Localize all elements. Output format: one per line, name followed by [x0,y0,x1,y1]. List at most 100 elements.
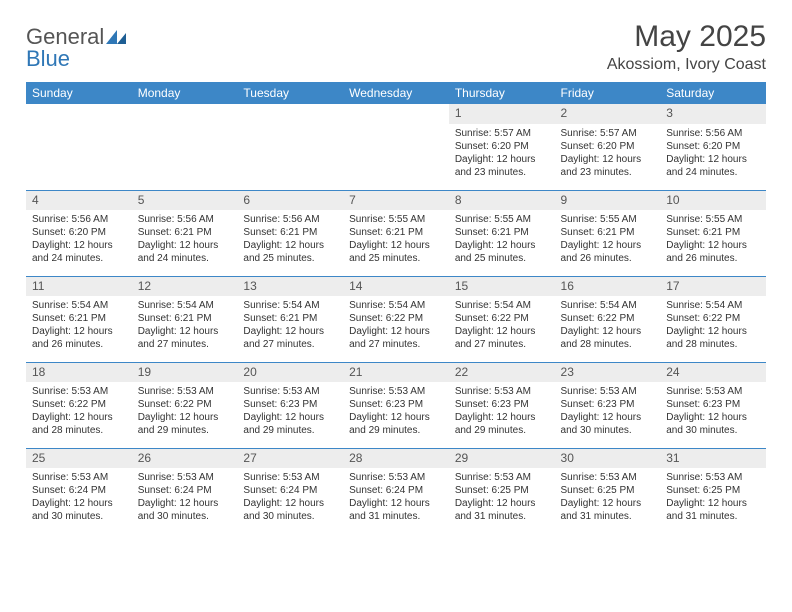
daylight-line: Daylight: 12 hours and 29 minutes. [455,411,549,437]
calendar-day-cell: 2Sunrise: 5:57 AMSunset: 6:20 PMDaylight… [555,104,661,190]
day-number: 10 [660,191,766,211]
sunset-line: Sunset: 6:21 PM [32,312,126,325]
day-number: 26 [132,449,238,469]
day-number: 9 [555,191,661,211]
day-detail: Sunrise: 5:53 AMSunset: 6:25 PMDaylight:… [660,471,766,523]
day-header: Sunday [26,82,132,104]
day-number: 28 [343,449,449,469]
day-number: 31 [660,449,766,469]
sunrise-line: Sunrise: 5:54 AM [455,299,549,312]
daylight-line: Daylight: 12 hours and 26 minutes. [32,325,126,351]
sunrise-line: Sunrise: 5:56 AM [243,213,337,226]
daylight-line: Daylight: 12 hours and 29 minutes. [138,411,232,437]
daylight-line: Daylight: 12 hours and 29 minutes. [243,411,337,437]
day-header: Tuesday [237,82,343,104]
day-detail: Sunrise: 5:54 AMSunset: 6:21 PMDaylight:… [237,299,343,351]
sunset-line: Sunset: 6:23 PM [455,398,549,411]
sunrise-line: Sunrise: 5:54 AM [349,299,443,312]
calendar-body: ....1Sunrise: 5:57 AMSunset: 6:20 PMDayl… [26,104,766,534]
day-number: 23 [555,363,661,383]
calendar-day-cell: 4Sunrise: 5:56 AMSunset: 6:20 PMDaylight… [26,190,132,276]
daylight-line: Daylight: 12 hours and 31 minutes. [666,497,760,523]
daylight-line: Daylight: 12 hours and 26 minutes. [561,239,655,265]
day-number: 25 [26,449,132,469]
calendar-day-cell: 7Sunrise: 5:55 AMSunset: 6:21 PMDaylight… [343,190,449,276]
day-header: Wednesday [343,82,449,104]
day-detail: Sunrise: 5:54 AMSunset: 6:21 PMDaylight:… [132,299,238,351]
calendar-day-cell: 8Sunrise: 5:55 AMSunset: 6:21 PMDaylight… [449,190,555,276]
sunset-line: Sunset: 6:20 PM [561,140,655,153]
day-number: 7 [343,191,449,211]
location: Akossiom, Ivory Coast [607,56,766,74]
day-detail: Sunrise: 5:56 AMSunset: 6:20 PMDaylight:… [660,127,766,179]
day-detail: Sunrise: 5:53 AMSunset: 6:25 PMDaylight:… [555,471,661,523]
day-detail: Sunrise: 5:56 AMSunset: 6:21 PMDaylight:… [132,213,238,265]
day-detail: Sunrise: 5:57 AMSunset: 6:20 PMDaylight:… [555,127,661,179]
daylight-line: Daylight: 12 hours and 31 minutes. [455,497,549,523]
day-detail: Sunrise: 5:55 AMSunset: 6:21 PMDaylight:… [555,213,661,265]
calendar-week-row: 11Sunrise: 5:54 AMSunset: 6:21 PMDayligh… [26,276,766,362]
calendar-day-cell: 21Sunrise: 5:53 AMSunset: 6:23 PMDayligh… [343,362,449,448]
sunrise-line: Sunrise: 5:53 AM [666,385,760,398]
sunrise-line: Sunrise: 5:53 AM [666,471,760,484]
sunset-line: Sunset: 6:22 PM [32,398,126,411]
calendar-day-cell: 15Sunrise: 5:54 AMSunset: 6:22 PMDayligh… [449,276,555,362]
daylight-line: Daylight: 12 hours and 28 minutes. [666,325,760,351]
day-header: Thursday [449,82,555,104]
calendar-day-cell: 6Sunrise: 5:56 AMSunset: 6:21 PMDaylight… [237,190,343,276]
calendar-day-cell: 12Sunrise: 5:54 AMSunset: 6:21 PMDayligh… [132,276,238,362]
sunrise-line: Sunrise: 5:54 AM [138,299,232,312]
calendar-day-cell: . [237,104,343,190]
page-title: May 2025 [607,20,766,54]
calendar-day-cell: 26Sunrise: 5:53 AMSunset: 6:24 PMDayligh… [132,448,238,534]
calendar-day-cell: 31Sunrise: 5:53 AMSunset: 6:25 PMDayligh… [660,448,766,534]
daylight-line: Daylight: 12 hours and 30 minutes. [666,411,760,437]
calendar-day-cell: 19Sunrise: 5:53 AMSunset: 6:22 PMDayligh… [132,362,238,448]
sunrise-line: Sunrise: 5:53 AM [243,471,337,484]
calendar-day-cell: . [132,104,238,190]
day-number: 27 [237,449,343,469]
calendar-week-row: 18Sunrise: 5:53 AMSunset: 6:22 PMDayligh… [26,362,766,448]
sunset-line: Sunset: 6:21 PM [666,226,760,239]
day-number: 13 [237,277,343,297]
brand-word-2: Blue [26,46,70,71]
daylight-line: Daylight: 12 hours and 25 minutes. [349,239,443,265]
title-block: May 2025 Akossiom, Ivory Coast [607,20,766,74]
day-header: Monday [132,82,238,104]
calendar-week-row: 25Sunrise: 5:53 AMSunset: 6:24 PMDayligh… [26,448,766,534]
daylight-line: Daylight: 12 hours and 27 minutes. [455,325,549,351]
daylight-line: Daylight: 12 hours and 23 minutes. [455,153,549,179]
sunrise-line: Sunrise: 5:56 AM [138,213,232,226]
daylight-line: Daylight: 12 hours and 31 minutes. [349,497,443,523]
sunrise-line: Sunrise: 5:56 AM [32,213,126,226]
day-detail: Sunrise: 5:55 AMSunset: 6:21 PMDaylight:… [343,213,449,265]
day-detail: Sunrise: 5:55 AMSunset: 6:21 PMDaylight:… [449,213,555,265]
day-detail: Sunrise: 5:56 AMSunset: 6:20 PMDaylight:… [26,213,132,265]
sunset-line: Sunset: 6:22 PM [349,312,443,325]
day-detail: Sunrise: 5:53 AMSunset: 6:24 PMDaylight:… [343,471,449,523]
day-detail: Sunrise: 5:53 AMSunset: 6:23 PMDaylight:… [449,385,555,437]
daylight-line: Daylight: 12 hours and 30 minutes. [32,497,126,523]
sunset-line: Sunset: 6:21 PM [138,226,232,239]
calendar-day-cell: 5Sunrise: 5:56 AMSunset: 6:21 PMDaylight… [132,190,238,276]
sunset-line: Sunset: 6:21 PM [243,312,337,325]
brand-text: General Blue [26,26,128,70]
day-number: 3 [660,104,766,124]
day-detail: Sunrise: 5:56 AMSunset: 6:21 PMDaylight:… [237,213,343,265]
sunset-line: Sunset: 6:22 PM [455,312,549,325]
day-detail: Sunrise: 5:53 AMSunset: 6:24 PMDaylight:… [26,471,132,523]
calendar-day-cell: . [343,104,449,190]
day-detail: Sunrise: 5:53 AMSunset: 6:25 PMDaylight:… [449,471,555,523]
day-number: 11 [26,277,132,297]
day-number: 16 [555,277,661,297]
day-number: 20 [237,363,343,383]
daylight-line: Daylight: 12 hours and 23 minutes. [561,153,655,179]
daylight-line: Daylight: 12 hours and 28 minutes. [561,325,655,351]
calendar-page: General Blue May 2025 Akossiom, Ivory Co… [0,0,792,544]
calendar-day-cell: 16Sunrise: 5:54 AMSunset: 6:22 PMDayligh… [555,276,661,362]
calendar-day-cell: 25Sunrise: 5:53 AMSunset: 6:24 PMDayligh… [26,448,132,534]
sunset-line: Sunset: 6:21 PM [561,226,655,239]
daylight-line: Daylight: 12 hours and 27 minutes. [138,325,232,351]
brand-mark-icon [106,24,128,49]
daylight-line: Daylight: 12 hours and 29 minutes. [349,411,443,437]
